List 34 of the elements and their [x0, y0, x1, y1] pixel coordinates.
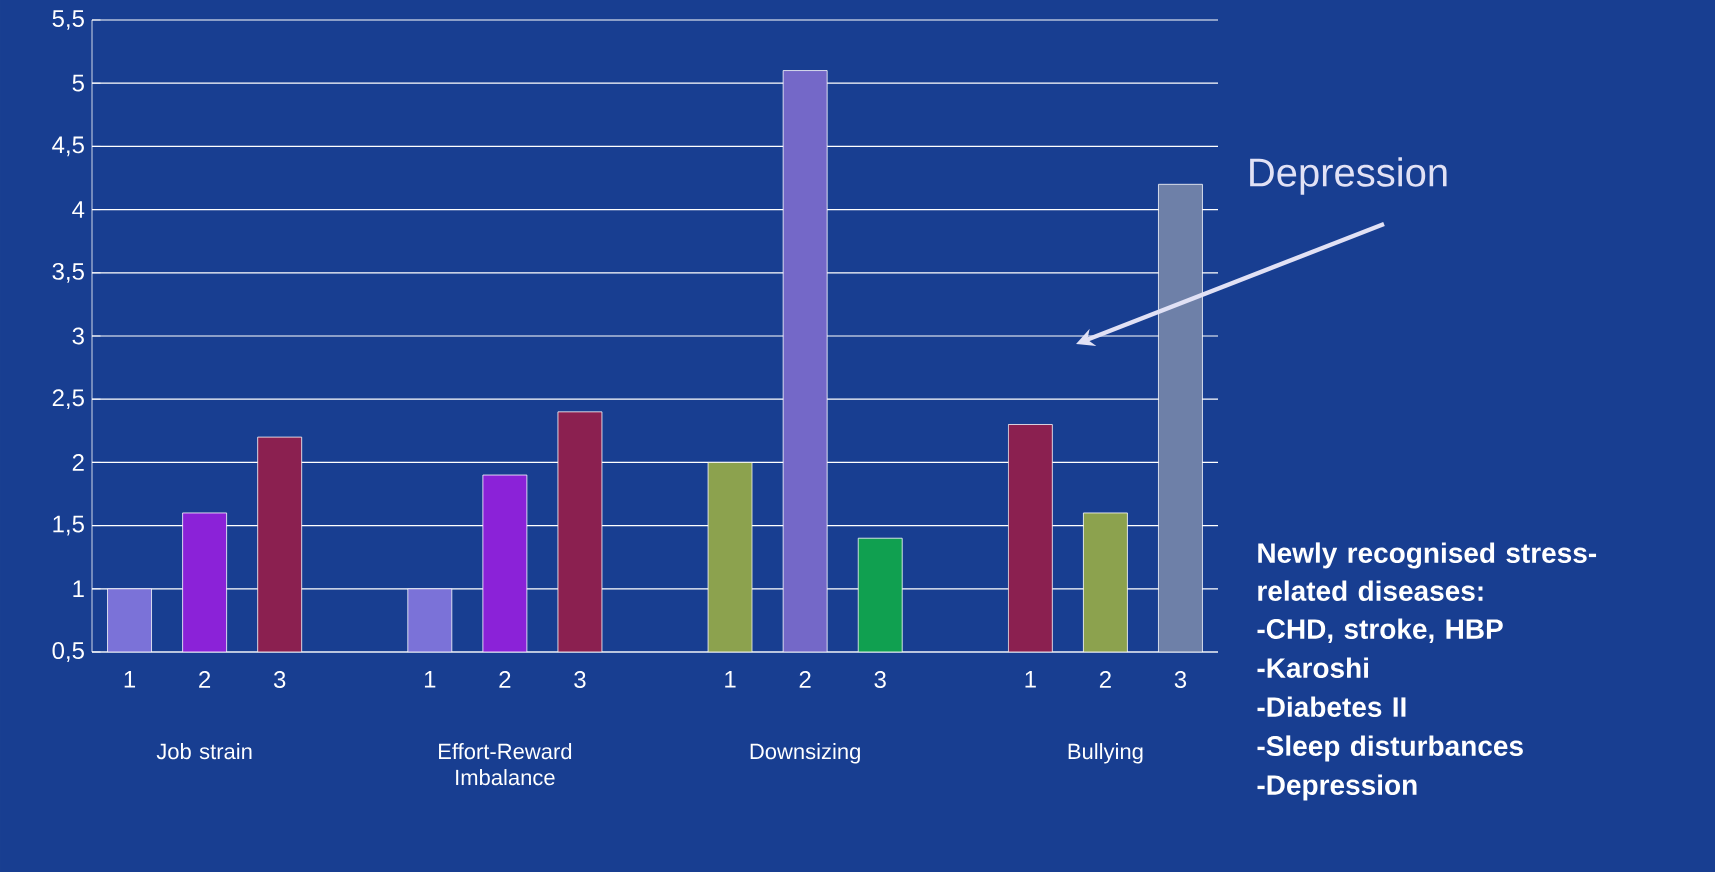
text: -Diabetes II: [1257, 696, 1406, 717]
y-tick-label: 3: [72, 327, 84, 345]
x-tick-label: 3: [1174, 671, 1187, 689]
text: Newly recognised stress-related diseases:: [1258, 542, 1597, 601]
text: Job strain: [156, 743, 252, 760]
text: -Sleep disturbances: [1257, 735, 1523, 762]
x-tick-label: 1: [1025, 671, 1036, 688]
y-tick-label: 3,5: [52, 262, 84, 283]
text: Bullying: [1068, 743, 1143, 764]
y-tick-label: 2: [72, 454, 84, 471]
x-tick-label: 1: [424, 671, 436, 688]
text: Depression: [1250, 157, 1447, 195]
y-tick-label: 1: [73, 580, 84, 598]
x-tick-label: 2: [499, 671, 511, 688]
y-tick-label: 4: [72, 201, 85, 218]
x-tick-label: 2: [199, 671, 211, 688]
text: -Karoshi: [1257, 657, 1368, 678]
y-tick-label: 0,5: [52, 642, 84, 662]
text: -CHD, stroke, HBP: [1257, 618, 1503, 643]
x-tick-label: 1: [124, 671, 136, 688]
text: Downsizing: [750, 743, 860, 764]
y-tick-label: 2,5: [52, 389, 84, 410]
x-tick-label: 3: [574, 671, 586, 689]
y-tick-label: 5: [72, 74, 84, 92]
text: Effort-Reward Imbalance: [439, 743, 572, 786]
x-tick-label: 1: [725, 671, 736, 688]
x-tick-label: 3: [273, 671, 286, 689]
x-tick-label: 2: [799, 671, 811, 688]
x-tick-label: 3: [874, 671, 886, 689]
y-tick-label: 4,5: [52, 136, 84, 157]
x-tick-label: 2: [1099, 671, 1111, 688]
y-tick-label: 5,5: [52, 10, 84, 30]
text: -Depression: [1257, 774, 1417, 801]
y-tick-label: 1,5: [53, 515, 84, 536]
